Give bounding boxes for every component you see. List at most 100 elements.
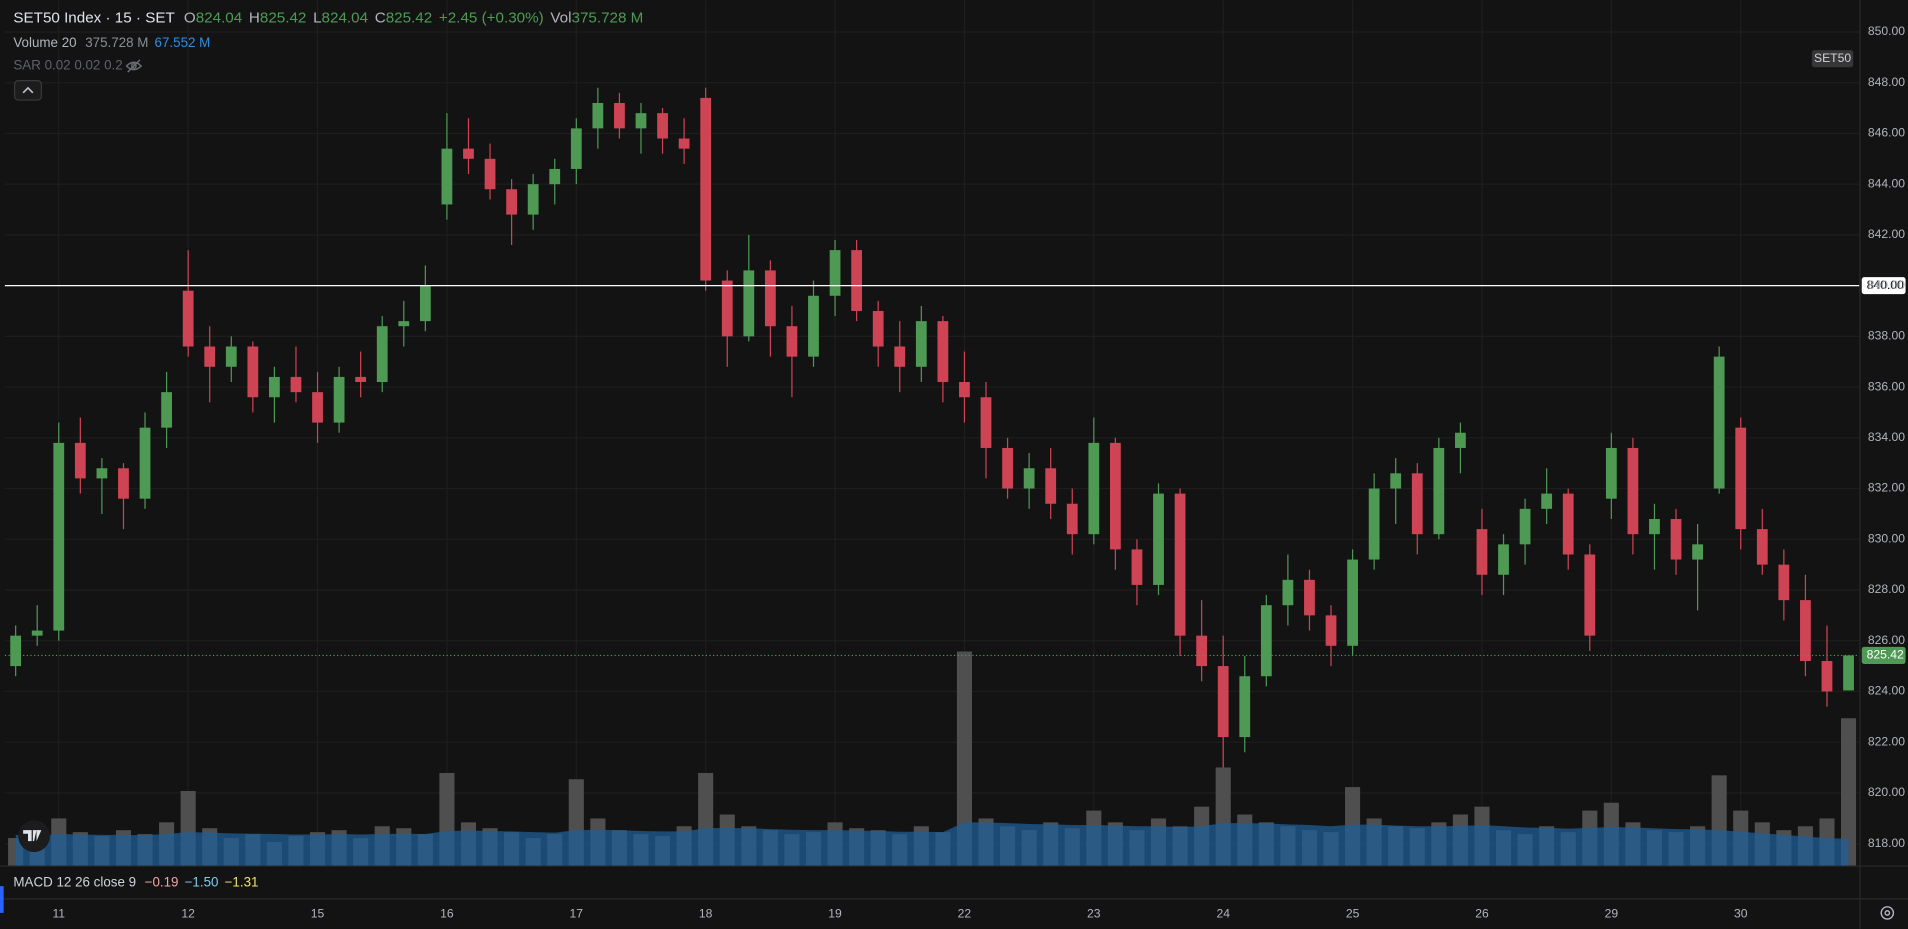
overlays: 840.00 825.42 SET50 bbox=[4, 50, 1906, 664]
candle-body bbox=[1109, 442, 1121, 550]
x-tick-label: 18 bbox=[699, 906, 713, 920]
y-tick-label: 824.00 bbox=[1868, 684, 1905, 698]
hidden-eye-icon[interactable] bbox=[125, 59, 143, 73]
volume-ma-area bbox=[15, 822, 1849, 866]
candle-body bbox=[808, 295, 819, 357]
candle-body bbox=[1670, 518, 1682, 560]
candle-body bbox=[894, 346, 906, 367]
ohlc-value: 824.04 bbox=[322, 10, 369, 27]
y-tick-label: 822.00 bbox=[1868, 734, 1905, 748]
candle-body bbox=[182, 290, 194, 347]
candle-body bbox=[204, 346, 216, 367]
candle-body bbox=[96, 468, 108, 479]
candle-body bbox=[1217, 666, 1229, 738]
candle-body bbox=[1605, 447, 1617, 499]
candle-body bbox=[1368, 488, 1380, 560]
candle-body bbox=[1282, 579, 1294, 606]
candle-body bbox=[1196, 635, 1208, 667]
pane-marker bbox=[0, 886, 4, 913]
candle-body bbox=[1066, 503, 1078, 535]
candle-body bbox=[700, 97, 712, 281]
candle-body bbox=[829, 250, 841, 296]
volume-label: Vol bbox=[550, 10, 571, 27]
symbol-tag: SET50 bbox=[1814, 51, 1851, 65]
candle-body bbox=[743, 270, 755, 337]
indicator-value: −1.31 bbox=[225, 874, 259, 889]
volume-bar bbox=[956, 651, 972, 866]
symbol-tag-box bbox=[1811, 50, 1854, 68]
candle-body bbox=[851, 250, 863, 311]
candle-body bbox=[614, 103, 625, 129]
candle-body bbox=[1627, 447, 1639, 535]
ohlc-label: O bbox=[184, 10, 196, 27]
y-tick-label: 850.00 bbox=[1868, 24, 1905, 38]
candle-body bbox=[1562, 493, 1574, 555]
x-tick-label: 24 bbox=[1216, 906, 1230, 920]
ohlc-label: L bbox=[313, 10, 321, 27]
last-price-tag bbox=[1861, 646, 1906, 664]
x-tick-label: 25 bbox=[1346, 906, 1360, 920]
x-tick-label: 26 bbox=[1475, 906, 1489, 920]
ohlc-value: 825.42 bbox=[260, 10, 307, 27]
candle-body bbox=[937, 321, 949, 383]
y-tick-label: 846.00 bbox=[1868, 126, 1905, 140]
y-tick-label: 834.00 bbox=[1868, 430, 1905, 444]
candle-body bbox=[1023, 468, 1035, 489]
y-tick-label: 818.00 bbox=[1868, 836, 1905, 850]
candle-body bbox=[161, 392, 172, 428]
y-tick-label: 828.00 bbox=[1868, 582, 1905, 596]
change: +2.45 (+0.30%) bbox=[439, 10, 544, 27]
candle-body bbox=[592, 103, 604, 129]
candle-body bbox=[1088, 442, 1100, 535]
candle-body bbox=[419, 285, 431, 322]
x-tick-label: 30 bbox=[1734, 906, 1748, 920]
candle-body bbox=[1735, 427, 1747, 530]
candle-body bbox=[1692, 544, 1703, 560]
x-tick-label: 19 bbox=[828, 906, 842, 920]
y-tick-label: 836.00 bbox=[1868, 379, 1905, 393]
indicator-value: 375.728 M bbox=[85, 34, 148, 49]
candle-body bbox=[10, 635, 22, 667]
candle-body bbox=[1411, 473, 1423, 535]
volume-pane bbox=[8, 651, 1857, 866]
symbol-legend: SET50 Index · 15 · SET O824.04 H825.42 L… bbox=[13, 10, 643, 27]
logo[interactable] bbox=[18, 820, 50, 853]
candle-body bbox=[1260, 605, 1272, 677]
candle-body bbox=[1498, 544, 1509, 575]
y-tick-label: 848.00 bbox=[1868, 75, 1905, 89]
ohlc-label: H bbox=[249, 10, 260, 27]
candle-body bbox=[1519, 508, 1531, 545]
candle-body bbox=[1325, 615, 1337, 646]
candle-body bbox=[74, 442, 86, 479]
candle-body bbox=[1433, 447, 1445, 535]
collapse-button[interactable] bbox=[13, 79, 42, 101]
settings-icon[interactable] bbox=[1880, 906, 1895, 920]
candle-body bbox=[355, 376, 367, 383]
candle-body bbox=[1756, 529, 1768, 565]
candle-body bbox=[527, 184, 539, 215]
y-tick-label: 844.00 bbox=[1868, 176, 1905, 190]
candle-body bbox=[484, 158, 496, 190]
candle-body bbox=[312, 392, 323, 423]
x-tick-label: 15 bbox=[311, 906, 325, 920]
x-tick-label: 29 bbox=[1605, 906, 1619, 920]
last-price-label: 825.42 bbox=[1867, 648, 1904, 662]
candle-body bbox=[398, 321, 410, 327]
candle-body bbox=[570, 128, 582, 169]
candle-body bbox=[1174, 493, 1186, 636]
candle-body bbox=[247, 346, 259, 398]
candle-body bbox=[915, 321, 927, 367]
sar-legend[interactable]: SAR 0.02 0.02 0.2 bbox=[13, 58, 122, 73]
macd-legend[interactable]: MACD 12 26 close 9 −0.19 −1.50 −1.31 bbox=[13, 874, 258, 889]
candle-body bbox=[1713, 356, 1725, 489]
volume-legend[interactable]: Volume 20 375.728 M 67.552 M bbox=[13, 34, 210, 49]
candle-body bbox=[53, 442, 65, 631]
candle-body bbox=[269, 376, 280, 398]
volume-bar bbox=[1840, 718, 1857, 866]
candle-body bbox=[872, 310, 884, 347]
candle-body bbox=[1390, 473, 1402, 489]
y-tick-label: 842.00 bbox=[1868, 227, 1905, 241]
indicator-name: Volume 20 bbox=[13, 34, 76, 49]
candle-body bbox=[139, 427, 151, 499]
